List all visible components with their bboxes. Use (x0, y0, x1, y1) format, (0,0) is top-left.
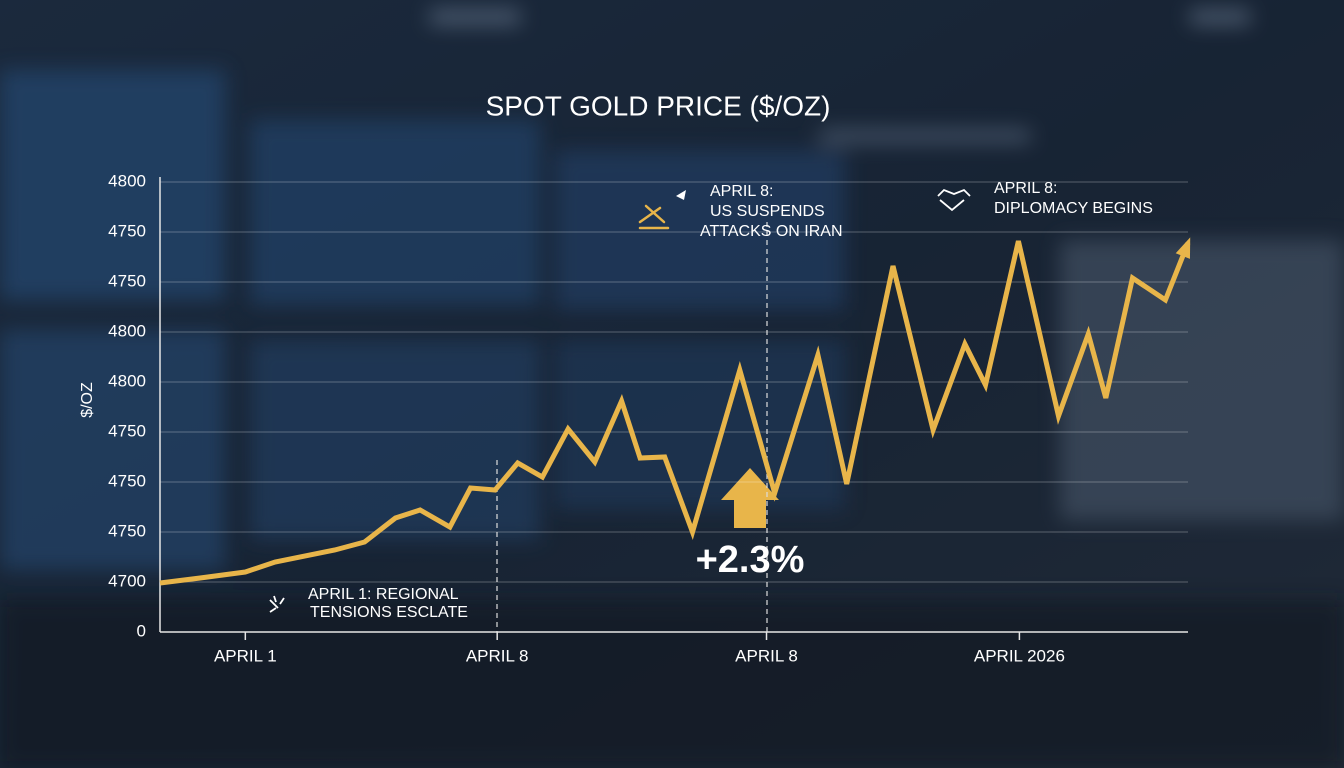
chart-title: SPOT GOLD PRICE ($/OZ) (486, 90, 831, 121)
x-tick-label: APRIL 8 (735, 646, 798, 665)
y-tick-label: 4750 (108, 271, 146, 290)
arrow-head (1175, 237, 1191, 259)
annotation: US SUSPENDS (710, 203, 825, 220)
y-tick-label: 4750 (108, 421, 146, 440)
y-tick-label: 4750 (108, 471, 146, 490)
annotation: TENSIONS ESCLATE (310, 604, 468, 621)
price-line (159, 240, 1191, 586)
y-tick-label: 4800 (108, 171, 146, 190)
x-tick-label: APRIL 1 (214, 646, 277, 665)
y-axis-label: $/OZ (79, 382, 96, 418)
y-tick-label: 4800 (108, 371, 146, 390)
annotation: +2.3% (696, 539, 805, 581)
annotation: ATTACKS ON IRAN (700, 223, 843, 240)
x-tick-label: APRIL 2026 (974, 646, 1065, 665)
annotation: APRIL 8: (710, 183, 773, 200)
y-tick-label: 4700 (108, 571, 146, 590)
annotation: APRIL 8: (994, 180, 1057, 197)
x-tick-label: APRIL 8 (466, 646, 529, 665)
icons (269, 188, 971, 613)
annotation: APRIL 1: REGIONAL (308, 586, 459, 603)
y-tick-label: 4750 (108, 221, 146, 240)
y-tick-label: 0 (137, 621, 146, 640)
y-tick-label: 4750 (108, 521, 146, 540)
annotation: DIPLOMACY BEGINS (994, 200, 1153, 217)
y-tick-label: 4800 (108, 321, 146, 340)
